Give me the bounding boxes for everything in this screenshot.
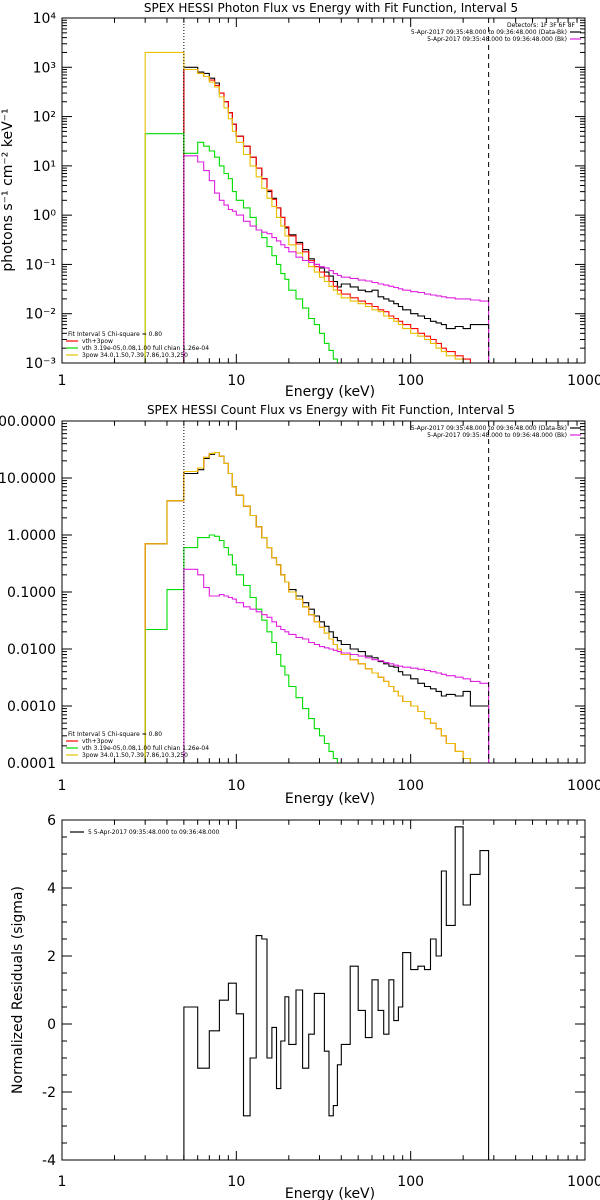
y-tick-label: 10⁴: [33, 11, 57, 27]
y-tick-label: 10⁻³: [25, 356, 56, 372]
tick-layer: 1 10 100 1000 0.0001 0.0010 0.0100 0.1000 1.0000…: [0, 414, 600, 794]
y-tick-label: 10⁰: [33, 208, 57, 224]
y-tick-label: 4: [47, 881, 56, 897]
plot-frame: [61, 420, 586, 764]
panel-title: SPEX HESSI Photon Flux vs Energy with Fi…: [144, 1, 518, 15]
x-tick-label: 100: [397, 373, 424, 389]
series-bk: [183, 568, 490, 763]
series-data-bk: [183, 66, 490, 363]
series-residuals: [183, 826, 490, 1160]
legend-title: Detectors: 1F 3F 6F 8F: [507, 22, 576, 29]
y-tick-label: 0.0010: [7, 699, 56, 715]
panel-title: SPEX HESSI Count Flux vs Energy with Fit…: [147, 403, 515, 417]
y-tick-label: 0.0001: [7, 756, 56, 772]
x-tick-label: 1: [58, 373, 67, 389]
y-tick-label: 1.0000: [7, 528, 56, 544]
legend-entry: vth+3pow: [82, 338, 113, 345]
tick-layer: 1 10 100 1000 10⁻³ 10⁻² 10⁻¹ 10⁰ 10¹ 10² 10³ 10⁴: [25, 11, 600, 389]
series-3pow: [144, 451, 480, 764]
legend-entry: Fit Interval 5 Chi-square = 0.80: [68, 731, 162, 738]
legend-entry: 5-Apr-2017 09:35:48.000 to 09:36:48.000 …: [427, 432, 567, 439]
y-axis-label: Normalized Residuals (sigma): [10, 886, 26, 1094]
y-tick-label: 10¹: [33, 159, 56, 175]
y-tick-label: -4: [42, 1153, 56, 1169]
legend-entry: 5 5-Apr-2017 09:35:48.000 to 09:36:48.00…: [88, 829, 220, 836]
x-axis-label: Energy (keV): [285, 791, 375, 807]
legend-entry: vth 3.19e-05,0.08,1.00 full chian 1.26e-…: [82, 345, 209, 352]
x-tick-label: 1000: [567, 1174, 600, 1190]
y-tick-label: 10⁻²: [25, 307, 56, 323]
legend-entry: Fit Interval 5 Chi-square = 0.80: [68, 331, 162, 338]
x-tick-label: 100: [397, 1174, 424, 1190]
panel-photon-flux: SPEX HESSI Photon Flux vs Energy with Fi…: [0, 1, 600, 400]
legend-entry: 5-Apr-2017 09:35:48.000 to 09:36:48.000 …: [411, 425, 567, 432]
legend-entry: 3pow 34.0,1.50,7.39,7.86,10.3,250: [82, 752, 188, 759]
legend-entry: 5-Apr-2017 09:35:48.000 to 09:36:48.000 …: [411, 29, 567, 36]
x-tick-label: 1: [58, 778, 67, 794]
y-tick-label: -2: [42, 1085, 56, 1101]
tick-layer: 1 10 100 1000 -4 -2 0 2 4 6: [42, 813, 600, 1190]
x-axis-label: Energy (keV): [285, 384, 375, 400]
y-tick-label: 6: [47, 813, 56, 829]
y-tick-label: 10³: [33, 60, 56, 76]
legend-layer: 5 5-Apr-2017 09:35:48.000 to 09:36:48.00…: [70, 829, 220, 836]
y-tick-label: 0: [47, 1017, 56, 1033]
y-tick-label: 100.0000: [0, 414, 56, 430]
plot-frame: [61, 819, 586, 1161]
x-axis-label: Energy (keV): [285, 1186, 375, 1200]
x-tick-label: 1: [58, 1174, 67, 1190]
series-vth: [144, 534, 359, 764]
series-vth: [144, 133, 342, 364]
x-tick-label: 100: [397, 778, 424, 794]
y-tick-label: 10²: [33, 110, 56, 126]
x-tick-label: 10: [227, 1174, 245, 1190]
x-tick-label: 10: [227, 778, 245, 794]
x-tick-label: 1000: [567, 778, 600, 794]
y-tick-label: 10⁻¹: [25, 257, 56, 273]
legend-entry: vth 3.19e-05,0.08,1.00 full chian 1.26e-…: [82, 745, 209, 752]
y-tick-label: 0.1000: [7, 585, 56, 601]
x-tick-label: 1000: [567, 373, 600, 389]
legend-layer: 5-Apr-2017 09:35:48.000 to 09:36:48.000 …: [66, 425, 581, 759]
legend-entry: 3pow 34.0,1.50,7.39,7.86,10.3,250: [82, 352, 188, 359]
series-layer: [183, 826, 490, 1160]
legend-entry: vth+3pow: [82, 738, 113, 745]
series-bk: [183, 155, 490, 363]
panel-count-flux: SPEX HESSI Count Flux vs Energy with Fit…: [0, 403, 600, 807]
series-vth-3pow: [144, 451, 480, 764]
legend-layer: Detectors: 1F 3F 6F 8F5-Apr-2017 09:35:4…: [66, 22, 581, 359]
plot-frame: [61, 17, 586, 364]
panel-residuals: 1 10 100 1000 -4 -2 0 2 4 6 Energy (keV) Normaliz…: [10, 813, 600, 1200]
series-layer: [144, 421, 490, 764]
y-tick-label: 2: [47, 949, 56, 965]
series-3pow: [144, 51, 480, 364]
y-tick-label: 10.0000: [0, 471, 56, 487]
series-layer: [144, 18, 490, 364]
series-vth-3pow: [183, 68, 480, 364]
legend-entry: 5-Apr-2017 09:35:48.000 to 09:36:48.000 …: [427, 36, 567, 43]
x-tick-label: 10: [227, 373, 245, 389]
series-data-bk: [144, 451, 490, 763]
y-axis-label: photons s⁻¹ cm⁻² keV⁻¹: [0, 108, 16, 271]
y-tick-label: 0.0100: [7, 642, 56, 658]
